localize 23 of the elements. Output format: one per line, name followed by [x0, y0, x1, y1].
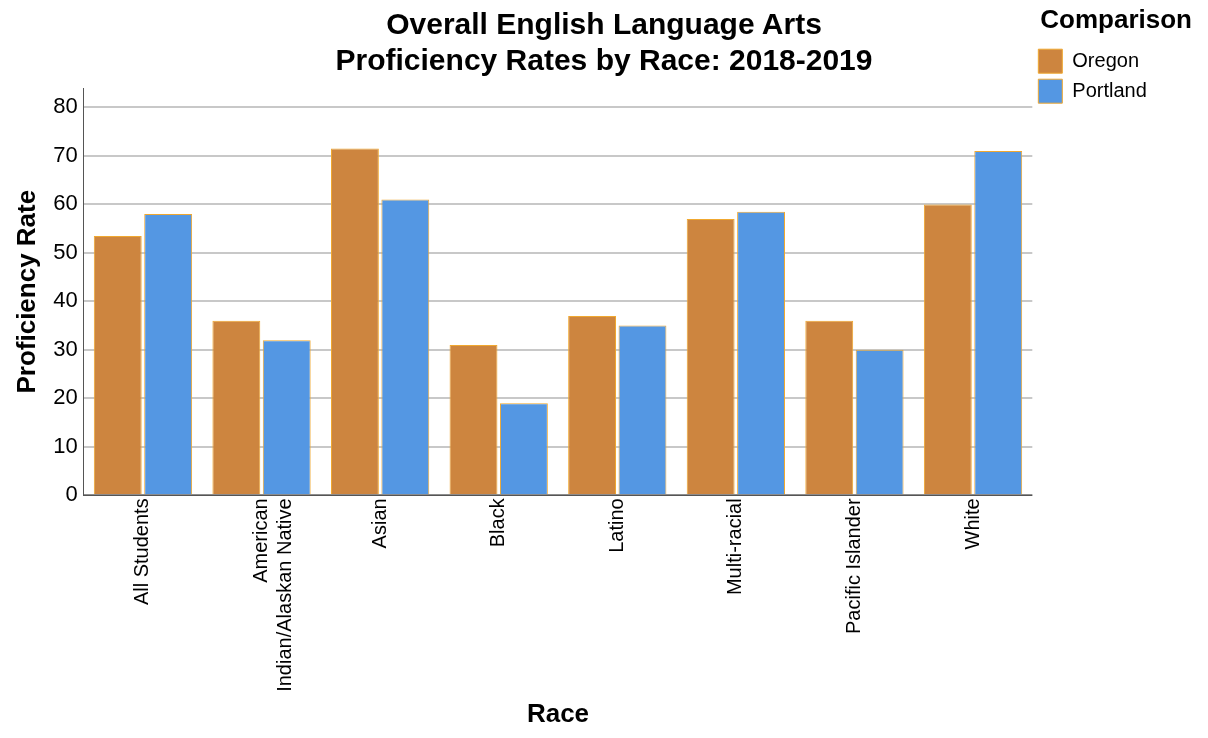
y-tick-label: 60: [53, 190, 78, 216]
y-tick-label: 30: [53, 335, 78, 361]
legend-title: Comparison: [1040, 4, 1192, 35]
y-tick-label: 0: [65, 481, 78, 507]
y-tick-label: 50: [53, 238, 78, 264]
y-axis-title: Proficiency Rate: [10, 189, 41, 394]
x-tick-label: White: [960, 498, 983, 550]
y-tick-label: 40: [53, 287, 78, 313]
x-tick-label: American Indian/Alaskan Native: [249, 498, 296, 692]
y-tick-label: 80: [53, 93, 78, 119]
chart-title: Overall English Language Arts Proficiency Rates by Race: 2018-2019: [335, 7, 873, 77]
x-tick-label: Latino: [604, 498, 627, 553]
y-tick-label: 10: [53, 432, 78, 458]
x-axis-title: Race: [526, 697, 590, 728]
y-tick-label: 20: [53, 384, 78, 410]
x-tick-label: All Students: [130, 498, 153, 606]
legend-label: Oregon: [1072, 48, 1140, 71]
x-tick-label: Multi-racial: [723, 498, 746, 596]
x-tick-label: Asian: [367, 498, 390, 549]
legend-label: Portland: [1072, 78, 1147, 101]
x-tick-label: Black: [486, 497, 509, 548]
x-tick-label: Pacific Islander: [841, 498, 864, 634]
y-tick-label: 70: [53, 141, 78, 167]
